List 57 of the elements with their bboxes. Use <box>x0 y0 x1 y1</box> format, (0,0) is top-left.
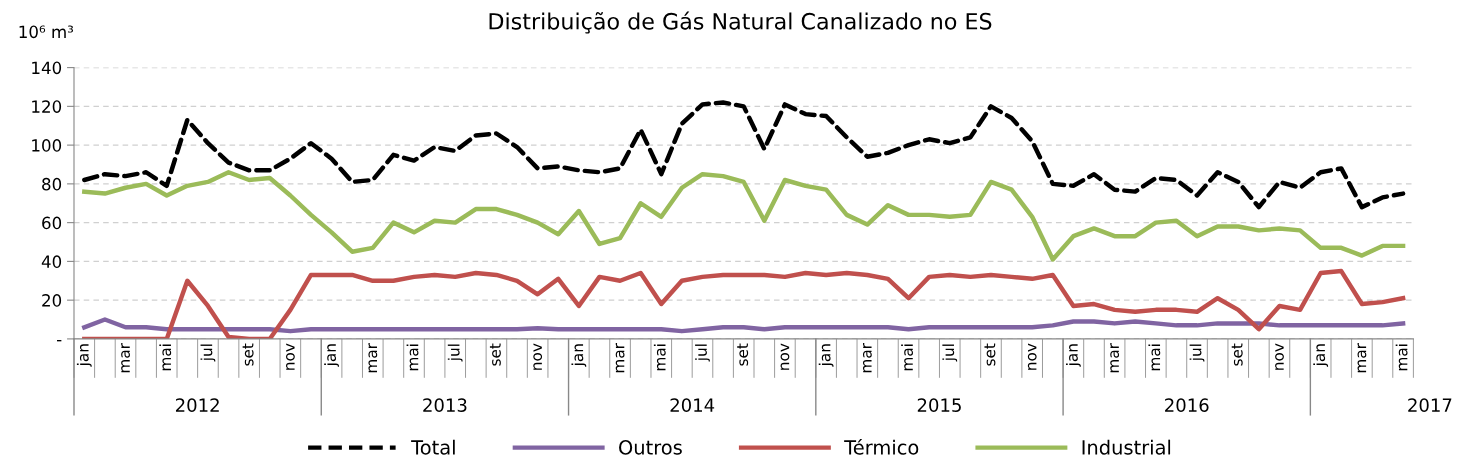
y-tick-label: - <box>57 340 62 342</box>
x-tick-label: mai <box>1395 344 1408 371</box>
x-tick-label: mar <box>368 343 378 373</box>
x-tick-label: jan <box>1313 344 1329 367</box>
x-tick-label: set <box>737 343 749 366</box>
text: 2013 <box>423 398 467 412</box>
x-tick-label: jan <box>324 344 339 367</box>
x-tick-label: mai <box>653 344 666 371</box>
line-series <box>82 170 1406 262</box>
x-tick-label: mai <box>901 344 913 371</box>
text: 2015 <box>917 398 961 412</box>
y-tick-label: 40 <box>41 255 62 268</box>
text: 2016 <box>1165 398 1209 412</box>
y-tick-label: 140 <box>32 61 62 75</box>
x-tick-label: jul <box>200 344 216 362</box>
line-series <box>82 317 1406 334</box>
legend-label: Total <box>411 439 455 455</box>
x-tick-label: nov <box>780 343 790 370</box>
x-tick-label: jan <box>76 344 92 367</box>
legend-label: Industrial <box>1082 439 1171 455</box>
x-tick-label: jul <box>447 344 463 362</box>
x-tick-label: set <box>489 343 501 366</box>
text: 2012 <box>175 398 219 412</box>
x-tick-label: jan <box>1066 344 1081 367</box>
x-tick-label: jan <box>571 344 587 367</box>
x-tick-label: jul <box>942 344 958 362</box>
y-axis-title: 10⁶ m³ <box>19 25 74 39</box>
x-tick-label: mai <box>159 344 172 371</box>
legend-label: Térmico <box>844 438 919 455</box>
x-tick-label: set <box>1231 343 1243 366</box>
chart-title: Distribuição de Gás Natural Canalizado no ES <box>489 11 992 34</box>
line-series <box>82 268 1406 339</box>
y-tick-label: 20 <box>42 294 62 307</box>
legend-label: Outros <box>619 440 682 455</box>
x-tick-label: jan <box>818 344 834 367</box>
x-tick-label: nov <box>1027 343 1037 370</box>
x-tick-label: jul <box>1189 344 1205 362</box>
x-tick-label: mai <box>1148 344 1161 371</box>
x-tick-label: mar <box>1110 343 1120 373</box>
x-tick-label: mar <box>1357 343 1367 373</box>
x-tick-label: mar <box>863 343 872 373</box>
line-series <box>82 100 1406 210</box>
y-tick-label: 80 <box>42 177 62 191</box>
x-tick-label: mai <box>406 344 419 371</box>
text: 2017 <box>1408 398 1452 412</box>
y-tick-label: 60 <box>42 216 62 230</box>
x-tick-label: nov <box>533 343 543 370</box>
x-tick-label: jul <box>695 344 710 362</box>
y-tick-label: 120 <box>32 100 62 113</box>
x-tick-label: set <box>984 343 996 366</box>
y-tick-label: 100 <box>32 139 62 152</box>
x-tick-label: nov <box>286 343 295 370</box>
text: 2014 <box>670 398 715 412</box>
x-tick-label: mar <box>121 343 130 373</box>
x-tick-label: nov <box>1275 343 1284 370</box>
x-tick-label: set <box>242 343 254 366</box>
x-tick-label: mar <box>615 343 625 373</box>
